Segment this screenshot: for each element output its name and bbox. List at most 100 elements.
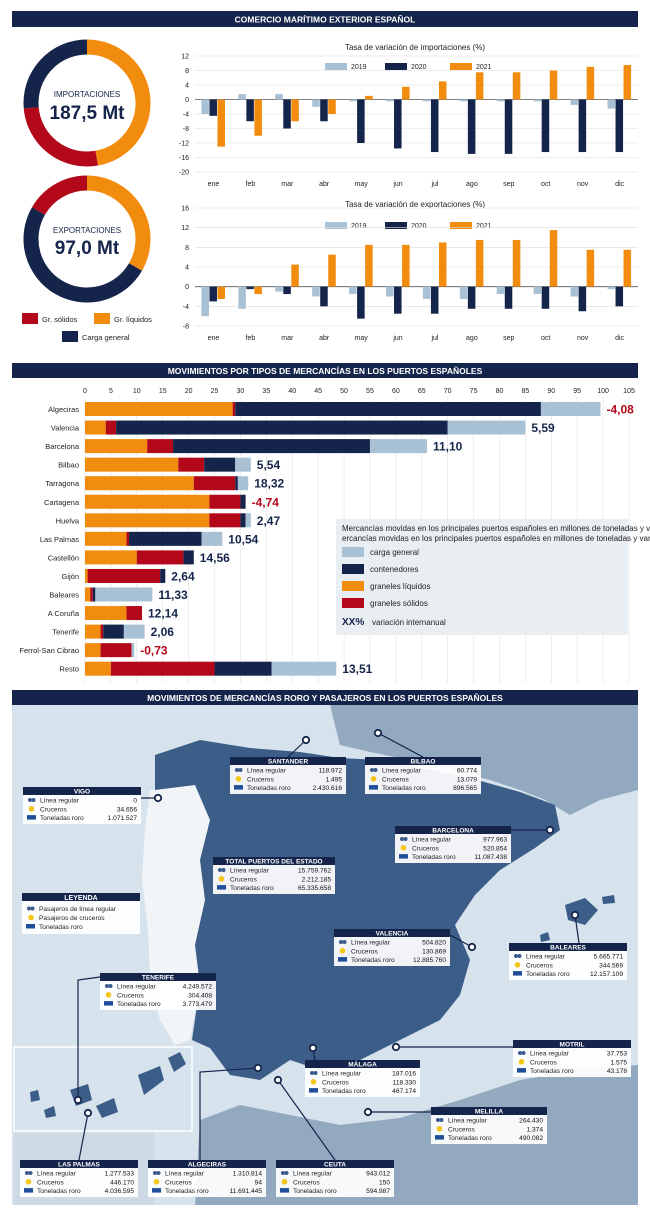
port-row-value: 467.174 (392, 1088, 416, 1095)
x-tick-label: jul (430, 335, 438, 342)
people-icon (439, 1118, 444, 1122)
bar-2019-jun (386, 99, 394, 102)
bar-segment-graneles-sólidos (147, 439, 174, 454)
legend-label-2020: 2020 (411, 223, 427, 230)
bar-segment-graneles-sólidos (87, 568, 161, 583)
x-tick-label: feb (246, 335, 256, 342)
bar-segment-carga-general (201, 531, 223, 546)
truck-icon (513, 971, 522, 976)
section-header-bar (12, 11, 638, 27)
legend-label-2020: 2020 (411, 64, 427, 71)
port-row-label: Toneladas roro (247, 785, 291, 792)
bar-2019-dic (607, 99, 616, 109)
bar-segment-graneles-líquidos (85, 494, 210, 509)
port-label: Tarragona (45, 479, 80, 488)
port-box-header (100, 973, 216, 981)
section-title-roro: MOVIMIENTOS DE MERCANCÍAS RORO Y PASAJER… (147, 693, 503, 703)
legend-label-2021: 2021 (476, 223, 492, 230)
bar-2020-dic (615, 286, 624, 307)
bar-2021-ago (475, 72, 484, 100)
x-tick-label: 35 (262, 388, 270, 395)
x-tick-label: ene (208, 181, 220, 188)
ports-legend-title: Mercancías movidas en los principales pu… (342, 524, 650, 543)
bar-segment-contenedores (116, 420, 448, 435)
y-tick-label: -4 (183, 304, 189, 311)
bar-2019-oct (533, 99, 542, 102)
y-tick-label: 12 (181, 54, 189, 61)
bar-segment-graneles-líquidos (85, 420, 106, 435)
cruise-icon (518, 1059, 525, 1065)
port-row-label: Cruceros (526, 962, 553, 969)
leader-line-algeciras (199, 1067, 259, 1160)
people-icon (221, 868, 226, 872)
x-tick-label: 45 (314, 388, 322, 395)
variation-label: 12,14 (148, 607, 178, 621)
bar-2020-sep (504, 99, 513, 154)
bar-2021-may (365, 244, 373, 287)
ports-legend-items: carga general contenedores graneles líquid… (342, 547, 430, 608)
x-tick-label: mar (281, 335, 294, 342)
port-row-value: 594.987 (366, 1188, 390, 1195)
bar-2019-abr (312, 99, 320, 107)
port-box-header (20, 1160, 138, 1168)
port-row-label: Toneladas roro (117, 1001, 161, 1008)
port-label: Huelva (56, 516, 80, 525)
port-row-label: Cruceros (322, 1079, 349, 1086)
port-row-value: 60.774 (457, 768, 478, 775)
ports-legend-label: graneles sólidos (370, 599, 428, 608)
port-row-value: 43.178 (607, 1068, 628, 1075)
map-menorca (602, 895, 615, 904)
leader-line-laspalmas (78, 1112, 89, 1161)
x-tick-label: ago (466, 181, 478, 188)
bar-2021-jun (402, 244, 410, 287)
legend-swatch-2021 (450, 222, 472, 229)
x-tick-label: abr (319, 335, 330, 342)
bar-2021-feb (254, 99, 262, 136)
port-row-value: 264.430 (519, 1118, 543, 1125)
x-tick-label: sep (503, 335, 514, 342)
bar-2020-jun (394, 99, 402, 149)
bar-segment-graneles-sólidos (126, 606, 142, 621)
people-icon (281, 1171, 285, 1175)
bar-segment-graneles-sólidos (100, 643, 132, 658)
bar-2019-abr (312, 286, 320, 297)
ports-legend-swatch (342, 598, 364, 608)
port-box-header (305, 1060, 420, 1068)
truck-icon (24, 1188, 33, 1193)
x-tick-label: 10 (133, 388, 141, 395)
bar-2021-jun (402, 86, 410, 100)
x-tick-label: 30 (237, 388, 245, 395)
port-row-value: 12.157.109 (590, 971, 623, 978)
ports-legend-label: graneles líquidos (370, 582, 430, 591)
map-la-gomera (44, 1106, 56, 1118)
x-tick-label: 90 (547, 388, 555, 395)
x-tick-label: 20 (185, 388, 193, 395)
port-name: BARCELONA (432, 828, 474, 835)
x-tick-label: 15 (159, 388, 167, 395)
legend-swatch-2020 (385, 63, 407, 70)
port-box-header (431, 1107, 547, 1115)
people-icon (27, 906, 31, 911)
legend-swatch-2020 (385, 222, 407, 229)
x-tick-label: 75 (470, 388, 478, 395)
bar-segment-carga-general (369, 439, 427, 454)
variation-label: 14,56 (200, 551, 230, 565)
port-box-header (513, 1040, 631, 1048)
bar-segment-contenedores (173, 439, 370, 454)
port-marker-laspalmas (83, 1108, 93, 1118)
bar-2020-nov (578, 286, 587, 312)
port-marker-barcelona (545, 825, 555, 835)
variation-label: 10,54 (228, 532, 258, 546)
legend-label-liquidos: Gr. líquidos (114, 315, 152, 324)
map-leader-lines (73, 728, 580, 1161)
x-tick-label: mar (281, 181, 294, 188)
port-row-value: 130.869 (422, 948, 446, 955)
port-row-label: Línea regular (40, 798, 80, 805)
port-row-value: 12.885.760 (413, 957, 446, 964)
port-box-motril: MOTRIL Línea regular 37.753 Cruceros 1.575 To… (513, 1040, 631, 1077)
ports-legend-label: carga general (370, 548, 419, 557)
port-row-value: 1.071.527 (108, 815, 138, 822)
port-row-label: Cruceros (37, 1179, 64, 1186)
bar-segment-carga-general (235, 457, 251, 472)
x-tick-label: may (355, 335, 369, 342)
